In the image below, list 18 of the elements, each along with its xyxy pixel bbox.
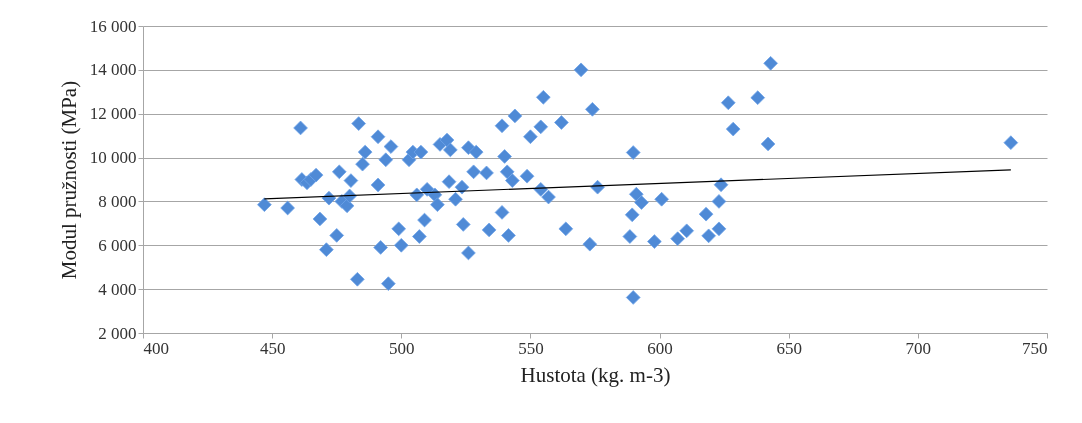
y-tick-label: 16 000: [89, 16, 137, 36]
x-tick-label: 600: [647, 338, 673, 358]
y-tick-label: 8 000: [98, 191, 137, 211]
y-tick-label: 6 000: [98, 235, 137, 255]
x-tick-label: 550: [518, 338, 544, 358]
y-tick-label: 14 000: [89, 60, 137, 80]
y-tick-label: 12 000: [89, 104, 137, 124]
x-tick-label: 650: [776, 338, 802, 358]
y-tick-label: 4 000: [98, 279, 137, 299]
y-tick-label: 2 000: [98, 323, 137, 343]
y-axis-title: Modul pružnosti (MPa): [56, 80, 81, 280]
x-tick-label: 750: [1022, 338, 1048, 358]
x-tick-label: 450: [259, 338, 286, 358]
x-axis-title: Hustota (kg. m-3): [520, 362, 671, 387]
x-tick-label: 500: [389, 338, 415, 358]
x-tick-label: 700: [905, 338, 932, 358]
y-tick-label: 10 000: [89, 148, 137, 168]
x-tick-label: 400: [143, 338, 169, 358]
